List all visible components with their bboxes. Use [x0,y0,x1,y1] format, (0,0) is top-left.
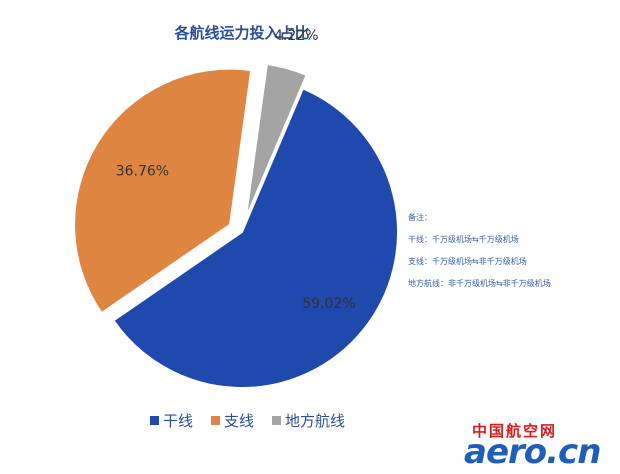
pie-slice-1 [73,67,253,315]
legend-item-local: 地方航线 [272,410,345,431]
legend-item-trunk: 干线 [150,410,193,431]
legend-label-branch: 支线 [224,412,255,430]
aero-cn-watermark: 中国航空网 aero.cn [460,418,610,472]
notes-heading: 备注： [408,213,432,222]
chart-title: 各航线运力投入占比 [174,24,310,42]
chart-legend: 干线 支线 地方航线 [150,410,345,431]
note-line-trunk: 干线：千万级机场⇆千万级机场 [408,235,519,244]
legend-swatch-branch [211,416,221,425]
notes-block: 备注： 干线：千万级机场⇆千万级机场 支线：千万级机场⇆非千万级机场 地方航线：… [408,207,551,295]
slice-label-2: 4.22% [274,28,318,44]
legend-swatch-local [272,416,282,425]
slice-label-1: 36.76% [116,164,169,180]
legend-label-local: 地方航线 [285,412,346,430]
pie-slice-0 [112,87,399,389]
slice-label-0: 59.02% [302,296,355,312]
watermark-en-text: aero.cn [464,432,601,472]
watermark-cn-text: 中国航空网 [472,422,558,440]
note-line-local: 地方航线：非千万级机场⇆非千万级机场 [408,279,551,288]
legend-label-trunk: 干线 [163,412,194,430]
note-line-branch: 支线：千万级机场⇆非千万级机场 [408,257,527,266]
pie-slice-2 [244,62,308,219]
legend-swatch-trunk [150,416,159,425]
legend-item-branch: 支线 [211,410,254,431]
